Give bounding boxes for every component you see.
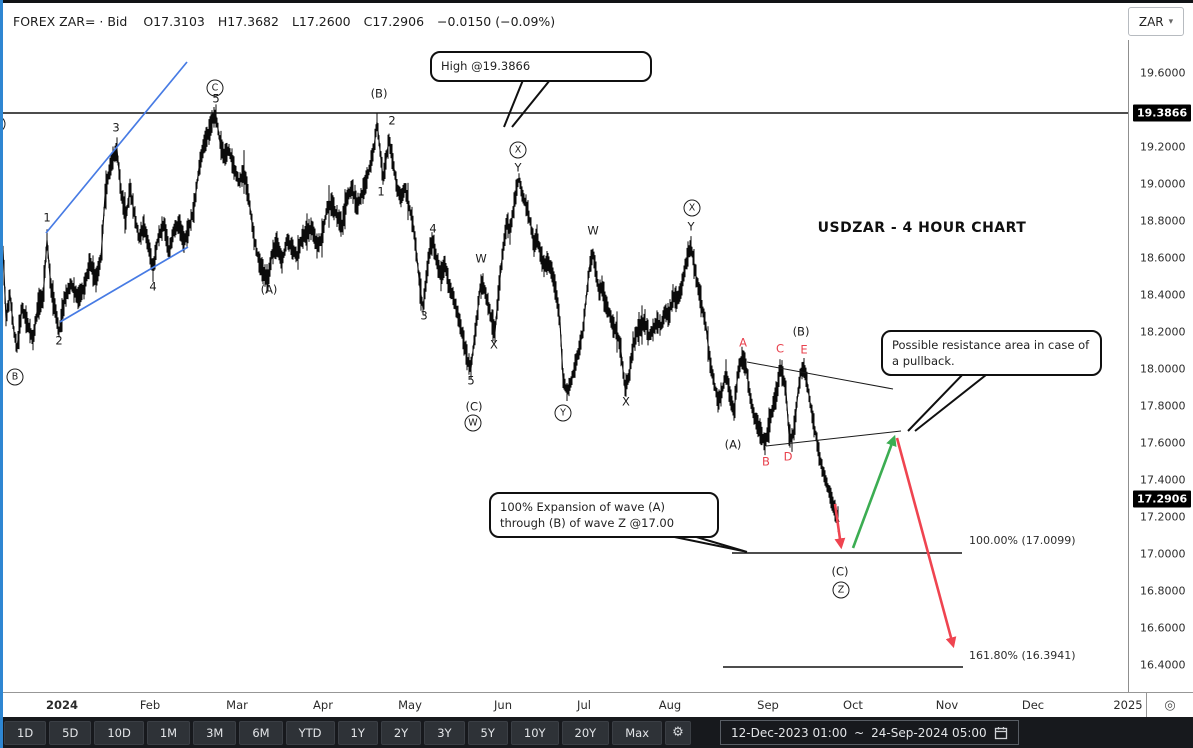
time-label-aug: Aug (658, 698, 682, 712)
date-range-start: 12-Dec-2023 01:00 (731, 725, 848, 740)
time-label-jun: Jun (494, 698, 512, 712)
range-buttons-group: 1D 5D 10D 1M 3M 6M YTD 1Y 2Y 3Y 5Y 10Y 20Y Max (4, 720, 662, 745)
price-tick-17.0000: 17.0000 (1140, 547, 1186, 561)
price-tick-18.0000: 18.0000 (1140, 362, 1186, 376)
window-top-border (0, 0, 1193, 3)
low-value: L17.2600 (291, 14, 351, 29)
price-tick-18.4000: 18.4000 (1140, 288, 1186, 302)
price-tick-18.8000: 18.8000 (1140, 214, 1186, 228)
range-button-20y[interactable]: 20Y (561, 720, 610, 745)
price-tick-17.2000: 17.2000 (1140, 510, 1186, 524)
symbol-name[interactable]: FOREX ZAR= · Bid (13, 14, 128, 29)
price-tick-18.2000: 18.2000 (1140, 325, 1186, 339)
price-tick-19.6000: 19.6000 (1140, 66, 1186, 80)
ohlc-readout: O17.3103 H17.3682 L17.2600 C17.2906 −0.0… (143, 14, 555, 29)
currency-selector[interactable]: ZAR ▾ (1128, 7, 1184, 36)
calendar-icon (994, 726, 1007, 739)
price-tick-19.2000: 19.2000 (1140, 140, 1186, 154)
time-axis[interactable]: 2024 Feb Mar Apr May Jun Jul Aug Sep Oct Nov Dec 202… (0, 692, 1193, 717)
range-toolbar: 1D 5D 10D 1M 3M 6M YTD 1Y 2Y 3Y 5Y 10Y 20Y Max ⚙ 12-D… (0, 717, 1193, 748)
gear-icon: ⚙ (672, 725, 684, 740)
axis-settings-icon: ◎ (1164, 697, 1176, 713)
symbol-header: FOREX ZAR= · Bid O17.3103 H17.3682 L17.2… (0, 3, 1193, 40)
time-label-feb: Feb (139, 698, 161, 712)
chevron-down-icon: ▾ (1168, 16, 1174, 27)
range-button-1d[interactable]: 1D (4, 720, 47, 745)
range-button-1m[interactable]: 1M (146, 720, 191, 745)
range-button-3y[interactable]: 3Y (424, 720, 465, 745)
window-left-border (0, 0, 3, 748)
price-tick-17.8000: 17.8000 (1140, 399, 1186, 413)
range-button-5d[interactable]: 5D (49, 720, 92, 745)
price-tick-16.4000: 16.4000 (1140, 658, 1186, 672)
price-axis[interactable]: 19.6000 19.2000 19.0000 18.8000 18.6000 18.40… (1128, 40, 1193, 692)
time-label-nov: Nov (935, 698, 959, 712)
price-tick-18.6000: 18.6000 (1140, 251, 1186, 265)
range-button-10y[interactable]: 10Y (510, 720, 559, 745)
range-settings-button[interactable]: ⚙ (665, 720, 691, 745)
time-axis-labels: 2024 Feb Mar Apr May Jun Jul Aug Sep Oct Nov Dec 202… (0, 693, 1146, 717)
range-button-5y[interactable]: 5Y (467, 720, 508, 745)
close-value: C17.2906 (363, 14, 425, 29)
time-label-sep: Sep (757, 698, 779, 712)
callout-expansion-text: 100% Expansion of wave (A) through (B) o… (500, 500, 675, 531)
callout-resistance[interactable]: Possible resistance area in case of a pu… (881, 330, 1102, 377)
time-label-2024: 2024 (45, 698, 79, 712)
callout-high-text: High @19.3866 (441, 59, 531, 73)
time-label-apr: Apr (313, 698, 333, 712)
axis-settings-button[interactable]: ◎ (1146, 693, 1193, 717)
time-label-2025: 2025 (1113, 698, 1143, 712)
date-range-separator: ~ (854, 725, 865, 740)
price-tick-17.4000: 17.4000 (1140, 473, 1186, 487)
currency-selector-value: ZAR (1138, 14, 1164, 29)
range-button-ytd[interactable]: YTD (285, 720, 335, 745)
price-badge-19.3866: 19.3866 (1133, 104, 1192, 122)
time-label-mar: Mar (226, 698, 248, 712)
time-label-dec: Dec (1021, 698, 1045, 712)
range-button-1y[interactable]: 1Y (337, 720, 378, 745)
date-range-end: 24-Sep-2024 05:00 (871, 725, 987, 740)
range-button-2y[interactable]: 2Y (380, 720, 422, 745)
time-label-jul: Jul (577, 698, 591, 712)
open-value: O17.3103 (143, 14, 205, 29)
high-value: H17.3682 (217, 14, 279, 29)
price-tick-16.8000: 16.8000 (1140, 584, 1186, 598)
price-tick-17.6000: 17.6000 (1140, 436, 1186, 450)
callout-expansion-target[interactable]: 100% Expansion of wave (A) through (B) o… (489, 492, 719, 539)
range-button-10d[interactable]: 10D (94, 720, 144, 745)
range-button-6m[interactable]: 6M (239, 720, 283, 745)
price-tick-16.6000: 16.6000 (1140, 621, 1186, 635)
time-label-oct: Oct (843, 698, 863, 712)
range-button-max[interactable]: Max (612, 720, 662, 745)
callout-high-price[interactable]: High @19.3866 (430, 51, 652, 82)
date-range-picker[interactable]: 12-Dec-2023 01:00 ~ 24-Sep-2024 05:00 (720, 720, 1019, 745)
callout-resistance-text: Possible resistance area in case of a pu… (892, 338, 1090, 369)
price-badge-17.2906: 17.2906 (1133, 490, 1192, 508)
range-button-3m[interactable]: 3M (193, 720, 237, 745)
price-tick-19.0000: 19.0000 (1140, 177, 1186, 191)
change-value: −0.0150 (−0.09%) (437, 14, 556, 29)
time-label-may: May (398, 698, 422, 712)
